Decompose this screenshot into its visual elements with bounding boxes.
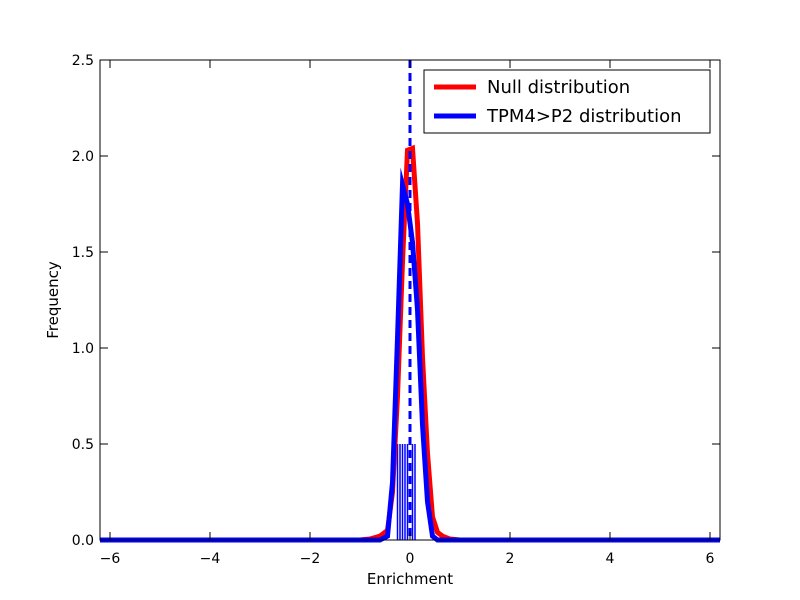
x-axis-label: Enrichment <box>367 570 453 588</box>
x-tick-label: 4 <box>606 551 615 567</box>
rug-marks <box>396 444 416 540</box>
x-tick-label: −4 <box>200 551 221 567</box>
x-tick-label: 2 <box>506 551 515 567</box>
y-tick-labels: 0.0 0.5 1.0 1.5 2.0 2.5 <box>72 53 94 549</box>
legend-label-null: Null distribution <box>487 77 630 98</box>
y-tick-label: 0.0 <box>72 533 94 549</box>
legend-label-tpm4: TPM4>P2 distribution <box>486 106 682 127</box>
y-tick-label: 0.5 <box>72 437 94 453</box>
x-tick-labels: −6 −4 −2 0 2 4 6 <box>100 551 715 567</box>
legend: Null distribution TPM4>P2 distribution <box>423 69 711 134</box>
x-tick-label: 0 <box>406 551 415 567</box>
x-tick-label: 6 <box>706 551 715 567</box>
y-axis-label: Frequency <box>44 261 62 339</box>
y-tick-label: 1.5 <box>72 245 94 261</box>
y-tick-label: 2.5 <box>72 53 94 69</box>
x-tick-label: −6 <box>100 551 121 567</box>
plot-area <box>100 60 720 543</box>
y-tick-label: 2.0 <box>72 149 94 165</box>
x-tick-label: −2 <box>300 551 321 567</box>
series-line-null <box>100 144 720 543</box>
legend-box <box>423 69 711 134</box>
y-tick-label: 1.0 <box>72 341 94 357</box>
axis-ticks <box>100 59 720 541</box>
